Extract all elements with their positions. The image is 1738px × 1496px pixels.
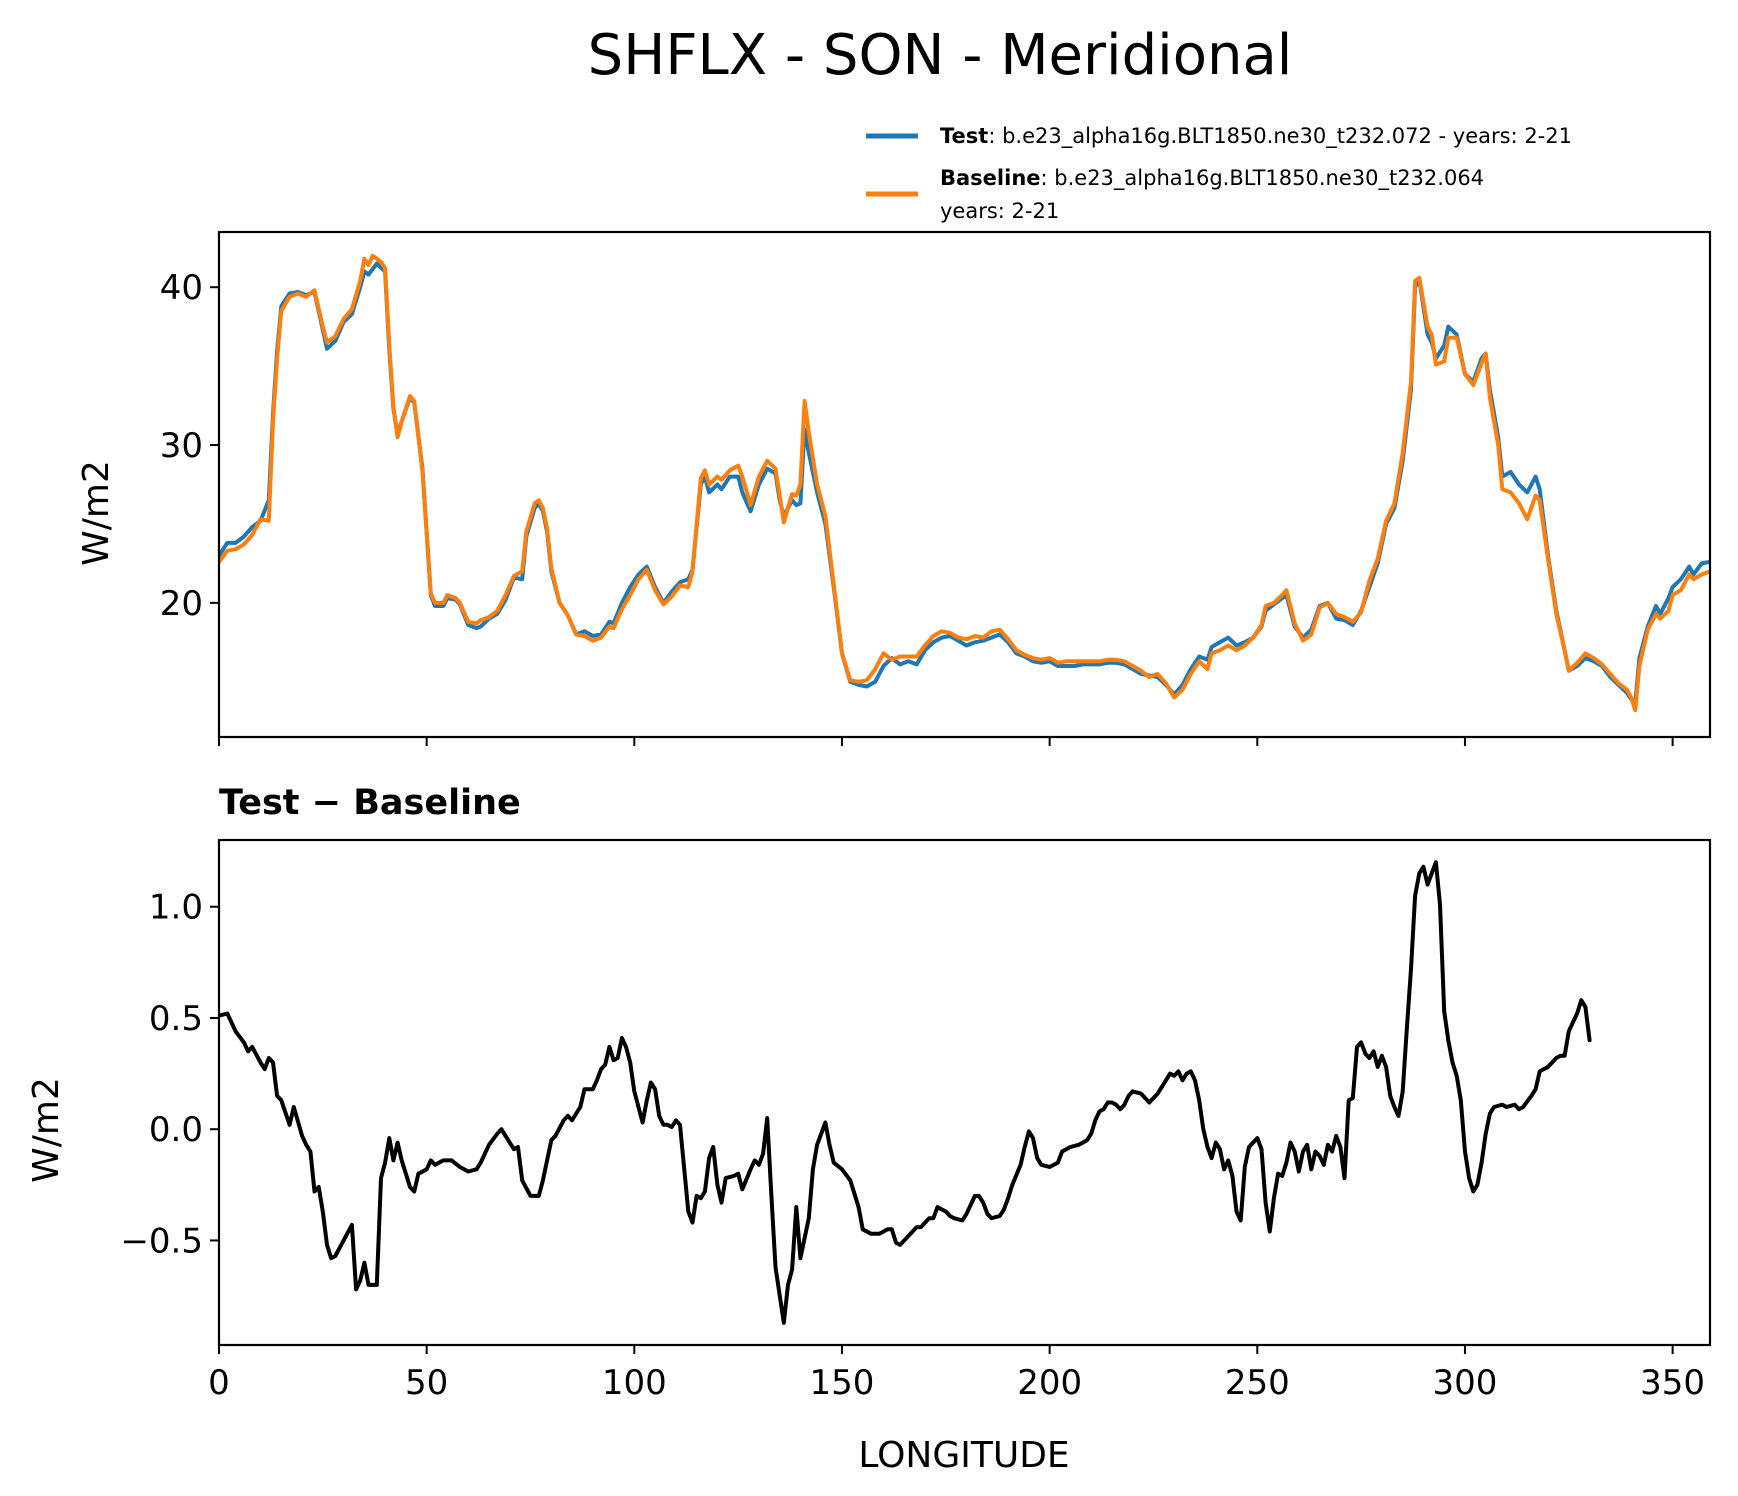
y-tick-label: 0.5 bbox=[149, 999, 203, 1039]
series-line-baseline bbox=[219, 253, 1710, 713]
x-tick-label: 0 bbox=[208, 1363, 230, 1403]
top-y-axis-label: W/m2 bbox=[76, 460, 117, 566]
bottom-panel-subtitle: Test − Baseline bbox=[219, 783, 521, 823]
bottom-panel: Test − Baseline W/m2 1.0 0.5 0.0 −0.5 0 50 100… bbox=[26, 783, 1712, 1403]
legend-desc-baseline: : b.e23_alpha16g.BLT1850.ne30_t232.064 bbox=[1041, 166, 1485, 191]
y-tick-label: 0.0 bbox=[149, 1110, 203, 1150]
chart-title: SHFLX - SON - Meridional bbox=[588, 23, 1293, 88]
legend-name-test: Test bbox=[940, 124, 988, 148]
x-tick-label: 300 bbox=[1433, 1363, 1498, 1403]
y-tick-label: 30 bbox=[160, 426, 203, 466]
bottom-y-axis-label: W/m2 bbox=[26, 1077, 67, 1183]
legend-entry-test: Test: b.e23_alpha16g.BLT1850.ne30_t232.0… bbox=[940, 124, 1572, 149]
legend-desc-test: : b.e23_alpha16g.BLT1850.ne30_t232.072 -… bbox=[988, 124, 1572, 149]
x-tick-label: 100 bbox=[602, 1363, 667, 1403]
x-tick-label: 50 bbox=[405, 1363, 448, 1403]
x-tick-label: 200 bbox=[1017, 1363, 1082, 1403]
series-line-difference bbox=[219, 860, 1592, 1325]
top-panel: W/m2 20 30 40 bbox=[76, 230, 1712, 746]
legend: Test: b.e23_alpha16g.BLT1850.ne30_t232.0… bbox=[866, 124, 1572, 223]
legend-entry-baseline: Baseline: b.e23_alpha16g.BLT1850.ne30_t2… bbox=[940, 166, 1484, 191]
legend-desc-baseline-line2: years: 2-21 bbox=[940, 199, 1059, 223]
plot-frame bbox=[217, 838, 1712, 1347]
plot-frame bbox=[217, 230, 1712, 739]
y-tick-label: −0.5 bbox=[120, 1221, 203, 1261]
x-tick-label: 250 bbox=[1225, 1363, 1290, 1403]
x-tick-label: 350 bbox=[1640, 1363, 1705, 1403]
legend-name-baseline: Baseline bbox=[940, 166, 1041, 190]
x-axis-label: LONGITUDE bbox=[858, 1435, 1069, 1476]
y-tick-label: 20 bbox=[160, 584, 203, 624]
y-tick-label: 1.0 bbox=[149, 888, 203, 928]
y-tick-label: 40 bbox=[160, 268, 203, 308]
x-tick-label: 150 bbox=[810, 1363, 875, 1403]
